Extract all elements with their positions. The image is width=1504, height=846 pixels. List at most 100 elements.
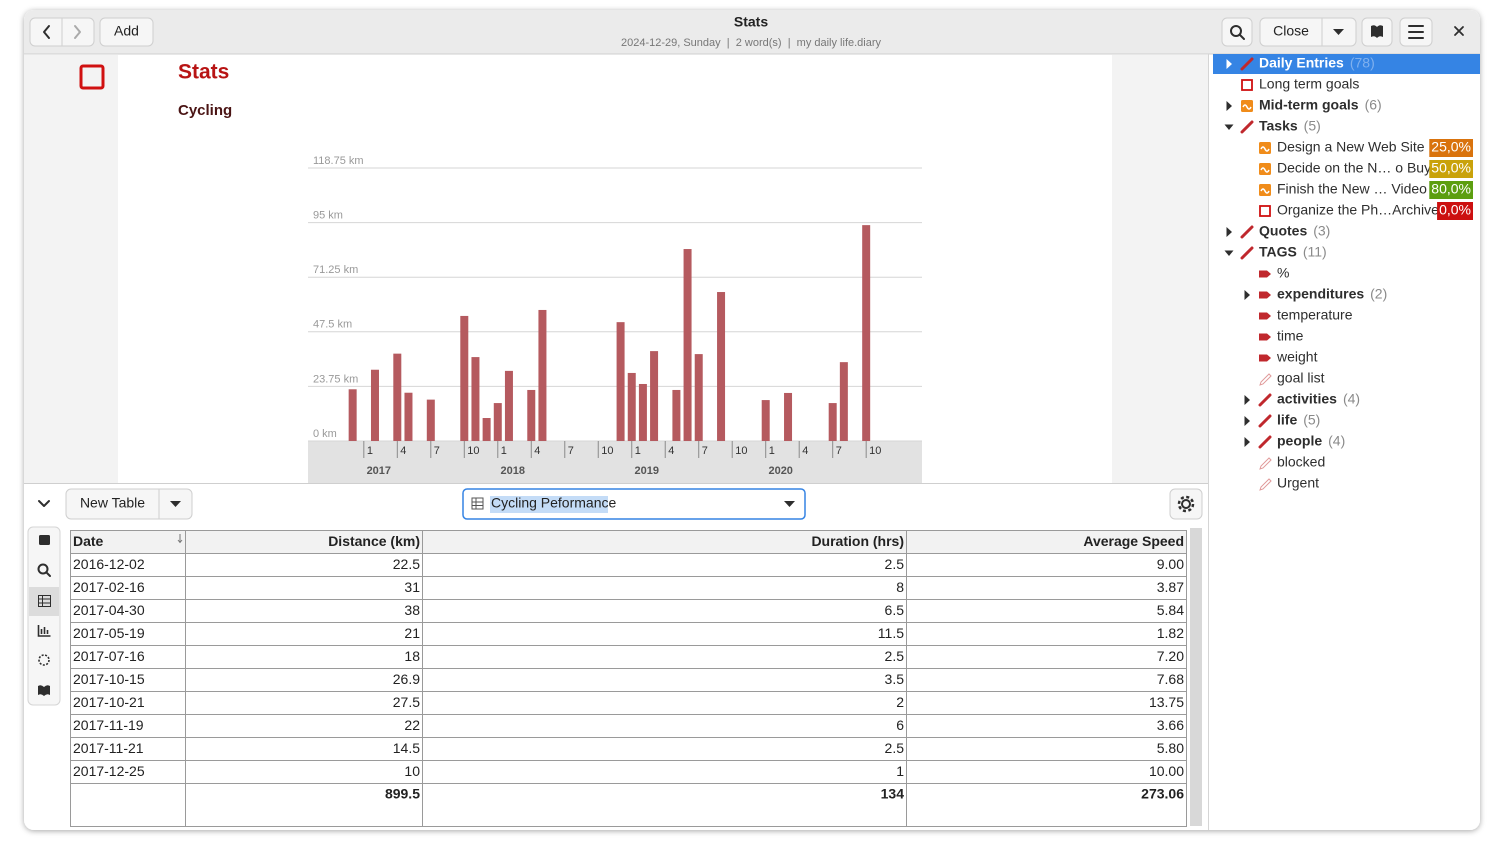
table-cell: 22.5 xyxy=(393,556,420,572)
table-cell: 1 xyxy=(896,763,904,779)
tree-count: (5) xyxy=(1303,412,1320,428)
window-title: Stats xyxy=(734,14,768,30)
bar xyxy=(349,389,357,441)
x-tick-label: 10 xyxy=(735,445,747,457)
table-cell: 2017-05-19 xyxy=(73,625,145,641)
tree-label[interactable]: Decide on the N… o Buy xyxy=(1277,160,1431,176)
table-cell: 2.5 xyxy=(885,740,905,756)
x-tick-label: 10 xyxy=(869,445,881,457)
bar xyxy=(427,400,435,441)
close-label[interactable]: Close xyxy=(1273,23,1309,39)
tree-label[interactable]: TAGS xyxy=(1259,244,1297,260)
tree-label[interactable]: Long term goals xyxy=(1259,76,1359,92)
book-icon[interactable] xyxy=(1371,25,1383,38)
bar xyxy=(527,390,535,441)
table-cell: 2017-12-25 xyxy=(73,763,145,779)
tree-count: (78) xyxy=(1350,55,1375,71)
tree-label[interactable]: life xyxy=(1277,412,1297,428)
x-tick-label: 4 xyxy=(668,445,674,457)
selected-row xyxy=(1213,54,1480,74)
table-cell: 2017-04-30 xyxy=(73,602,145,618)
y-tick-label: 71.25 km xyxy=(313,264,358,276)
x-year-label: 2019 xyxy=(635,465,659,477)
search-button[interactable] xyxy=(1222,18,1252,46)
x-tick-label: 1 xyxy=(367,445,373,457)
table-cell: 31 xyxy=(404,579,420,595)
table-scrollbar[interactable] xyxy=(1190,528,1202,826)
total-cell: 134 xyxy=(881,786,905,802)
table-cell: 13.75 xyxy=(1149,694,1184,710)
x-tick-label: 10 xyxy=(467,445,479,457)
table-cell: 22 xyxy=(404,717,420,733)
bar xyxy=(784,393,792,441)
table-cell: 3.87 xyxy=(1157,579,1184,595)
progress-label: 80,0% xyxy=(1431,181,1471,197)
tree-label[interactable]: Mid-term goals xyxy=(1259,97,1359,113)
table-cell: 2017-07-16 xyxy=(73,648,145,664)
x-tick-label: 10 xyxy=(601,445,613,457)
table-cell: 3.66 xyxy=(1157,717,1184,733)
window-subtitle: 2024-12-29, Sunday | 2 word(s) | my dail… xyxy=(621,37,882,49)
tree-count: (4) xyxy=(1328,433,1345,449)
y-tick-label: 0 km xyxy=(313,428,337,440)
tree-count: (2) xyxy=(1370,286,1387,302)
table-cell: 7.20 xyxy=(1157,648,1184,664)
tree-label[interactable]: goal list xyxy=(1277,370,1325,386)
column-header: Duration (hrs) xyxy=(811,533,904,549)
tree-label[interactable]: Organize the Ph…Archive xyxy=(1277,202,1439,218)
x-tick-label: 1 xyxy=(635,445,641,457)
x-tick-label: 7 xyxy=(836,445,842,457)
table-frame xyxy=(71,531,1187,827)
tree-label[interactable]: expenditures xyxy=(1277,286,1364,302)
add-label[interactable]: Add xyxy=(114,23,139,39)
table-cell: 1.82 xyxy=(1157,625,1184,641)
entry-page xyxy=(118,55,1112,483)
bar xyxy=(404,393,412,441)
table-cell: 8 xyxy=(896,579,904,595)
new-table-label[interactable]: New Table xyxy=(80,495,145,511)
table-cell: 10.00 xyxy=(1149,763,1184,779)
entry-heading: Cycling xyxy=(178,102,232,119)
x-tick-label: 1 xyxy=(501,445,507,457)
tree-label[interactable]: activities xyxy=(1277,391,1337,407)
column-header: Average Speed xyxy=(1083,533,1184,549)
tree-label[interactable]: Urgent xyxy=(1277,475,1319,491)
tree-label[interactable]: time xyxy=(1277,328,1304,344)
progress-label: 0,0% xyxy=(1439,202,1471,218)
table-cell: 18 xyxy=(404,648,420,664)
table-cell: 2017-11-21 xyxy=(73,740,144,756)
table-selector-text[interactable]: Cycling Peformance xyxy=(491,495,616,511)
settings-button[interactable] xyxy=(1170,489,1202,519)
x-tick-label: 1 xyxy=(769,445,775,457)
bar xyxy=(695,354,703,441)
table-cell: 2017-10-21 xyxy=(73,694,145,710)
tree-label[interactable]: Finish the New … Video xyxy=(1277,181,1427,197)
tree-label[interactable]: Quotes xyxy=(1259,223,1307,239)
table-cell: 2.5 xyxy=(885,556,905,572)
table-cell: 9.00 xyxy=(1157,556,1184,572)
tree-label[interactable]: temperature xyxy=(1277,307,1353,323)
table-cell: 2017-11-19 xyxy=(73,717,144,733)
calendar-view-icon[interactable] xyxy=(39,535,50,545)
tree-label[interactable]: Daily Entries xyxy=(1259,55,1344,71)
table-cell: 14.5 xyxy=(393,740,420,756)
bar xyxy=(650,351,658,441)
bar xyxy=(494,403,502,441)
y-tick-label: 118.75 km xyxy=(313,155,364,167)
tree-count: (3) xyxy=(1313,223,1330,239)
data-table: DateDistance (km)Duration (hrs)Average S… xyxy=(70,530,1187,827)
table-cell: 2 xyxy=(896,694,904,710)
tree-label[interactable]: % xyxy=(1277,265,1289,281)
bar xyxy=(639,384,647,441)
tree-label[interactable]: weight xyxy=(1276,349,1318,365)
table-cell: 6 xyxy=(896,717,904,733)
table-cell: 2017-10-15 xyxy=(73,671,145,687)
tree-label[interactable]: blocked xyxy=(1277,454,1325,470)
tree-label[interactable]: Tasks xyxy=(1259,118,1298,134)
table-cell: 11.5 xyxy=(878,625,904,641)
x-tick-label: 7 xyxy=(702,445,708,457)
tree-label[interactable]: people xyxy=(1277,433,1322,449)
tree-label[interactable]: Design a New Web Site xyxy=(1277,139,1425,155)
